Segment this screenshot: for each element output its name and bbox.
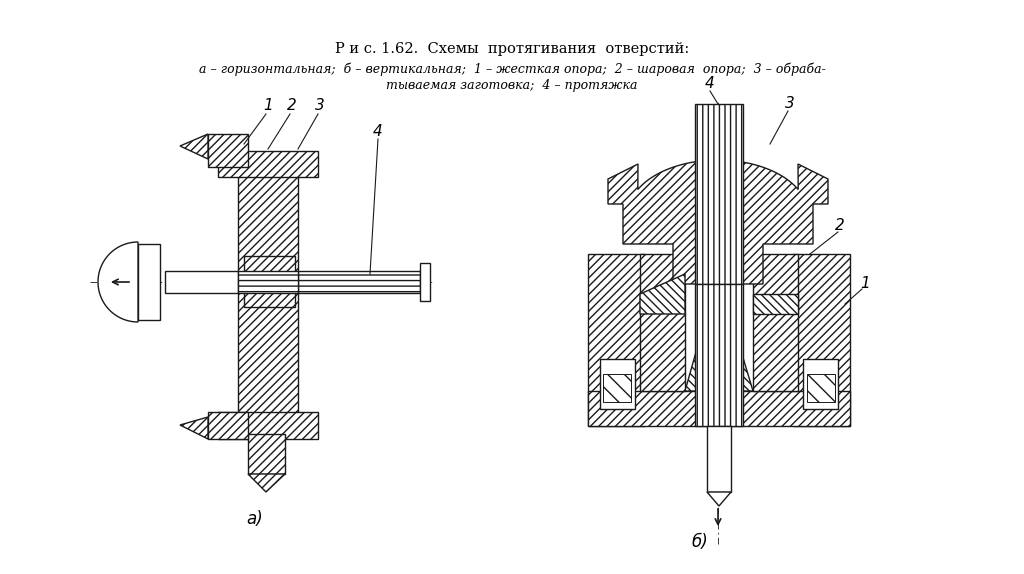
Polygon shape: [807, 374, 835, 402]
Polygon shape: [218, 412, 318, 439]
Text: Р и с. 1.62.  Схемы  протягивания  отверстий:: Р и с. 1.62. Схемы протягивания отверсти…: [335, 42, 689, 56]
Polygon shape: [695, 284, 743, 426]
Bar: [420, 263, 430, 301]
Polygon shape: [98, 242, 138, 322]
Text: а): а): [247, 510, 263, 528]
Polygon shape: [248, 474, 285, 492]
Polygon shape: [793, 254, 850, 426]
Text: тываемая заготовка;  4 – протяжка: тываемая заготовка; 4 – протяжка: [386, 80, 638, 92]
Polygon shape: [238, 271, 298, 293]
Text: 1: 1: [263, 99, 272, 114]
Polygon shape: [218, 151, 318, 177]
Polygon shape: [753, 254, 798, 391]
Polygon shape: [640, 274, 685, 314]
Polygon shape: [753, 294, 798, 314]
Polygon shape: [608, 160, 828, 284]
Bar: [165, 271, 238, 293]
Text: 1: 1: [860, 277, 869, 292]
Bar: [707, 426, 731, 492]
Polygon shape: [603, 374, 631, 402]
Polygon shape: [695, 104, 743, 284]
Bar: [600, 359, 635, 409]
Text: 3: 3: [785, 96, 795, 111]
Text: 3: 3: [315, 99, 325, 114]
Polygon shape: [180, 134, 208, 159]
Text: б): б): [691, 533, 709, 551]
Bar: [803, 359, 838, 409]
Polygon shape: [685, 274, 753, 391]
Polygon shape: [208, 412, 248, 439]
Text: 2: 2: [836, 219, 845, 234]
Polygon shape: [640, 254, 685, 391]
Polygon shape: [588, 254, 645, 426]
Text: 4: 4: [706, 76, 715, 91]
Text: 2: 2: [287, 99, 297, 114]
Polygon shape: [180, 417, 208, 439]
Polygon shape: [707, 492, 731, 506]
Polygon shape: [588, 391, 850, 426]
Polygon shape: [298, 271, 420, 293]
Polygon shape: [208, 134, 248, 167]
Polygon shape: [248, 434, 285, 474]
Text: 4: 4: [373, 125, 383, 139]
Polygon shape: [238, 159, 298, 434]
Bar: [138, 244, 160, 320]
Text: а – горизонтальная;  б – вертикальная;  1 – жесткая опора;  2 – шаровая  опора; : а – горизонтальная; б – вертикальная; 1 …: [199, 62, 825, 76]
Polygon shape: [244, 256, 295, 307]
